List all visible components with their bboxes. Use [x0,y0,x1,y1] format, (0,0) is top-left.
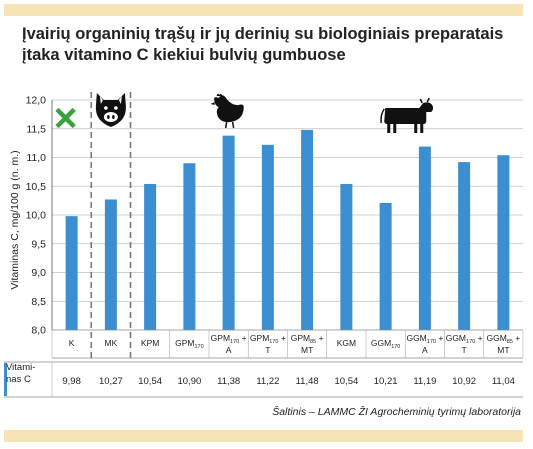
table-row-label: Vitami- nas C [6,362,52,386]
chicken-legs [224,121,235,129]
top-decorative-band [4,4,523,16]
bar [418,146,431,330]
row-label-line-1: Vitami- [6,362,36,373]
y-tick-label: 8,5 [31,296,46,308]
pig-head [95,93,126,127]
cow-leg [414,123,418,133]
bar [65,216,78,330]
chicken-beak [210,102,215,105]
row-label-line-2: nas C [6,374,31,385]
value-label: 10,54 [138,376,162,387]
y-tick-label: 9,0 [31,267,46,279]
y-tick-label: 9,5 [31,238,46,250]
pig-nostril [112,115,115,119]
source-note: Šaltinis – LAMMC ŽI Agrocheminių tyrimų … [272,406,521,418]
bar [458,162,471,330]
bar [144,183,157,330]
cow-horns [419,97,430,104]
category-label: GPM170 [175,338,204,350]
category-label-line-2: A [226,345,232,355]
value-label: 11,22 [256,376,279,387]
value-label: 10,21 [374,376,398,387]
value-label: 11,19 [413,376,436,387]
pig-eye [114,106,118,110]
cow-leg [387,123,391,133]
category-label: KGM [337,338,356,348]
bar [301,129,314,330]
y-tick-label: 11,0 [26,152,46,164]
category-label: GPM170 + [211,333,247,345]
category-label-line-2: A [422,345,428,355]
bar [379,202,392,330]
pig-icon [95,93,126,127]
value-label: 11,38 [217,376,240,387]
cow-body [384,108,427,124]
category-label: MK [105,338,118,348]
y-tick-label: 12,0 [26,95,47,107]
y-tick-label: 8,0 [31,325,46,337]
value-label: 11,04 [492,376,515,387]
category-label: GGM85 + [486,333,520,345]
y-tick-label: 11,5 [26,123,46,135]
category-label: GGM170 [371,338,401,350]
bottom-decorative-band [4,430,523,442]
green-cross-icon [55,107,76,129]
category-label-line-2: T [462,345,467,355]
bar [183,163,196,330]
category-label-line-2: MT [497,345,509,355]
pig-nostril [107,115,110,119]
title-line-1: Įvairių organinių trąšų ir jų derinių su… [22,25,504,43]
category-label: GGM170 + [446,333,483,345]
category-label: K [69,338,75,348]
cow-leg [393,123,397,133]
title-line-2: įtaka vitamino C kiekiui bulvių gumbuose [22,46,346,64]
bar [222,135,235,330]
chicken-icon [210,93,244,129]
chart-title: Įvairių organinių trąšų ir jų derinių su… [22,24,522,66]
category-label-line-2: T [265,345,270,355]
category-label: GPM170 + [250,333,286,345]
value-label: 10,90 [177,376,201,387]
value-label: 9,98 [62,376,81,387]
y-tick-label: 10,0 [26,210,47,222]
category-label: GPM85 + [291,333,324,345]
bar [340,183,353,330]
cow-tail [380,108,385,124]
category-label-line-2: MT [301,345,313,355]
value-label: 11,48 [296,376,319,387]
value-label: 10,92 [452,376,476,387]
chicken-comb [216,93,223,96]
value-label: 10,27 [99,376,123,387]
pig-snout [103,112,118,122]
cow-head [419,102,434,112]
cow-leg [420,123,424,133]
bar [497,155,510,330]
cow-icon [380,97,434,133]
bar [261,144,274,330]
bar [104,199,117,330]
pig-eye [104,106,108,110]
value-label: 10,54 [334,376,358,387]
row-marker [4,363,7,396]
category-label: KPM [141,338,159,348]
chicken-body [214,95,244,123]
y-tick-label: 10,5 [26,181,47,193]
category-label: GGM170 + [406,333,443,345]
